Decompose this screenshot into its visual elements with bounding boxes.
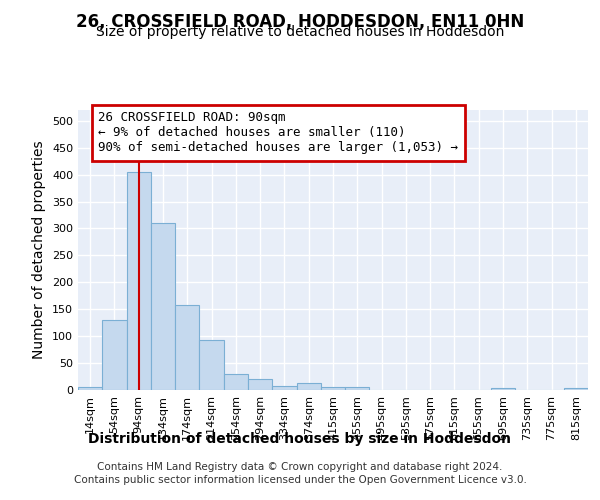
Bar [151,223,175,390]
Bar [224,374,248,390]
Bar [102,320,127,390]
Text: Contains HM Land Registry data © Crown copyright and database right 2024.: Contains HM Land Registry data © Crown c… [97,462,503,472]
Bar [248,378,272,390]
Text: Size of property relative to detached houses in Hoddesdon: Size of property relative to detached ho… [96,25,504,39]
Bar [296,383,321,390]
Bar [321,388,345,390]
Bar [199,340,224,390]
Text: Distribution of detached houses by size in Hoddesdon: Distribution of detached houses by size … [89,432,511,446]
Text: 26 CROSSFIELD ROAD: 90sqm
← 9% of detached houses are smaller (110)
90% of semi-: 26 CROSSFIELD ROAD: 90sqm ← 9% of detach… [98,112,458,154]
Bar [491,388,515,390]
Bar [272,386,296,390]
Bar [345,387,370,390]
Bar [175,306,199,390]
Text: Contains public sector information licensed under the Open Government Licence v3: Contains public sector information licen… [74,475,526,485]
Bar [78,387,102,390]
Bar [127,172,151,390]
Text: 26, CROSSFIELD ROAD, HODDESDON, EN11 0HN: 26, CROSSFIELD ROAD, HODDESDON, EN11 0HN [76,12,524,30]
Y-axis label: Number of detached properties: Number of detached properties [32,140,46,360]
Bar [564,388,588,390]
